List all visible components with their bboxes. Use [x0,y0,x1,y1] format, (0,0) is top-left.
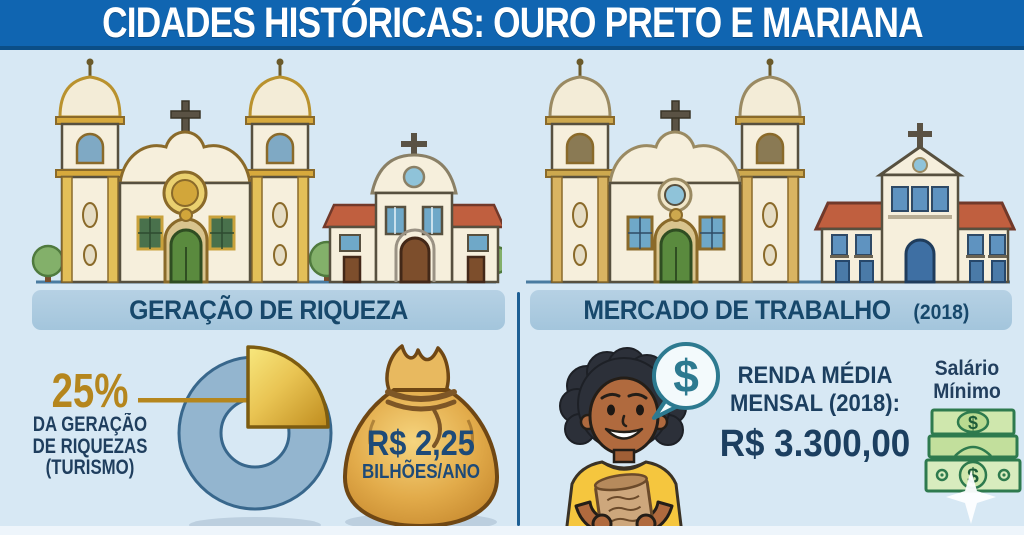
percent-caption-line: DE RIQUEZAS [32,434,148,458]
ouro-preto-churches-illustration [31,58,502,284]
church-window [626,215,726,251]
svg-text:$: $ [968,413,978,433]
section-header-labor: MERCADO DE TRABALHO (2018) [530,290,1012,330]
income-line: RENDA MÉDIA [737,362,893,389]
average-income-label: RENDA MÉDIA MENSAL (2018): R$ 3.300,00 [700,362,930,467]
percent-value: 25% [51,365,129,418]
section-divider [517,292,520,526]
wealth-value: R$ 2,25 [367,424,475,463]
labor-header-year: (2018) [913,300,970,324]
mariana-churches-illustration [526,58,1016,284]
baroque-church-illustration [545,58,805,284]
smile [604,427,644,440]
page-title: CIDADES HISTÓRICAS: OURO PRETO E MARIANA [101,0,923,47]
income-line: MENSAL (2018): [730,390,900,417]
labor-header-label: MERCADO DE TRABALHO [583,294,892,325]
title-bar: CIDADES HISTÓRICAS: OURO PRETO E MARIANA [0,0,1024,50]
minimum-wage-label: Salário Mínimo [933,357,1001,403]
colonial-church-illustration [322,133,502,284]
colonial-building-illustration [813,123,1016,284]
dollar-sign: $ [673,350,699,402]
pie-chart [138,345,333,533]
gold-slice-25pct [246,345,330,429]
percent-caption-line: (TURISMO) [45,456,135,479]
wealth-header-label: GERAÇÃO DE RIQUEZA [129,294,408,325]
dollar-speech-bubble-icon: $ [652,342,720,420]
leader-line [138,398,250,403]
baroque-church-illustration [55,58,315,284]
percent-caption-line: DA GERAÇÃO [32,413,148,436]
cross-icon [908,123,932,149]
sparkle-icon [946,470,996,524]
cross-icon [401,133,427,159]
section-header-wealth: GERAÇÃO DE RIQUEZA [32,290,505,330]
income-value: R$ 3.300,00 [719,423,911,465]
church-window [136,215,236,251]
tourism-share-label: 25% DA GERAÇÃO DE RIQUEZAS (TURISMO) [8,365,172,479]
bottom-strip [0,526,1024,535]
wealth-unit: BILHÕES/ANO [361,461,481,483]
